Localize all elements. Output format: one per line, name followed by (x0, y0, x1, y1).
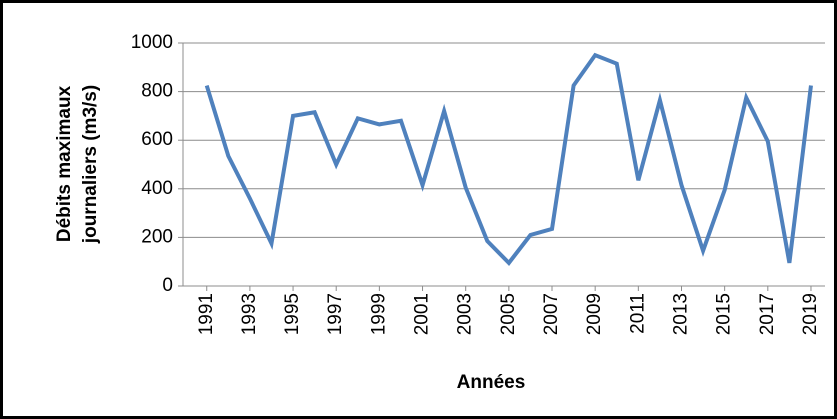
x-tick-label: 2015 (714, 293, 735, 335)
x-tick-label: 2005 (498, 293, 519, 335)
x-tick-label: 2003 (455, 293, 476, 335)
y-tick-label: 600 (141, 129, 173, 150)
data-line (204, 52, 813, 266)
x-axis-label: Années (457, 372, 526, 393)
y-tick-label: 200 (141, 226, 173, 247)
y-tick-label: 1000 (131, 32, 173, 53)
y-axis-label-line: journaliers (m3/s) (80, 85, 101, 244)
x-tick-label: 1991 (196, 293, 217, 335)
x-tick-label: 2017 (757, 293, 778, 335)
x-tick-label: 1999 (368, 293, 389, 335)
x-tick-label: 2009 (584, 293, 605, 335)
y-tick-label: 400 (141, 178, 173, 199)
y-tick-label: 800 (141, 81, 173, 102)
x-tick-label: 1993 (239, 293, 260, 335)
x-tick-label: 2019 (800, 293, 821, 335)
y-tick-label: 0 (162, 275, 173, 296)
x-tick-label: 2013 (671, 293, 692, 335)
x-tick-label: 2001 (412, 293, 433, 335)
x-tick-label: 2011 (627, 293, 648, 334)
x-tick-label: 1997 (325, 293, 346, 335)
y-axis-label: Débits maximaux journaliers (m3/s) (54, 85, 101, 244)
x-tick-label: 2007 (541, 293, 562, 335)
x-tick-label: 1995 (282, 293, 303, 335)
y-axis-label-line: Débits maximaux (54, 85, 75, 242)
